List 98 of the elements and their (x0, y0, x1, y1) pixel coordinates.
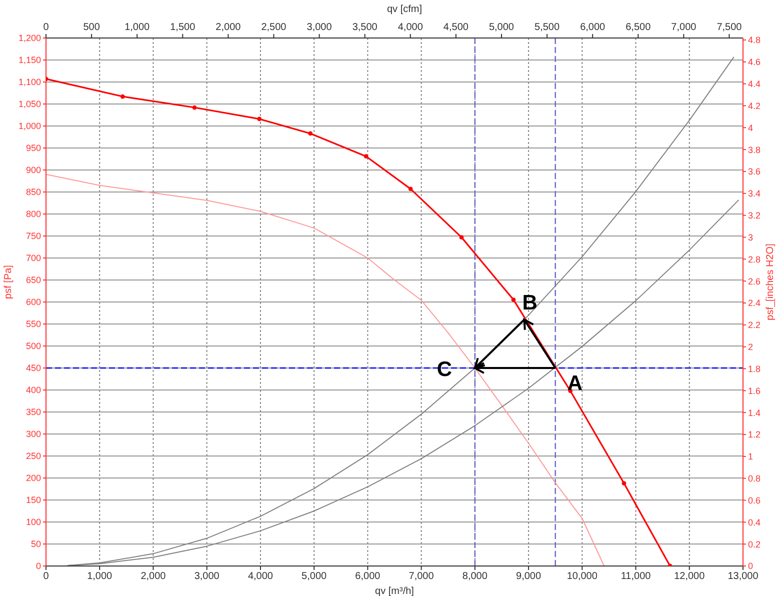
y-tick-label: 0 (36, 561, 41, 572)
y-axis-title: psf [Pa] (3, 264, 14, 299)
y2-tick-label: 3.6 (748, 166, 761, 177)
y2-tick-label: 4.2 (748, 100, 761, 111)
x2-tick-label: 0 (43, 22, 50, 33)
x2-tick-label: 3,000 (306, 22, 332, 33)
x-tick-label: 13,000 (728, 571, 759, 582)
y2-tick-label: 3.2 (748, 210, 761, 221)
x2-tick-label: 1,500 (170, 22, 196, 33)
y2-tick-label: 1.4 (748, 408, 761, 418)
y-tick-label: 1,000 (18, 121, 41, 132)
x-tick-label: 5,000 (302, 571, 328, 582)
y2-tick-label: 3 (748, 232, 754, 242)
x2-tick-label: 1,000 (124, 22, 150, 33)
x2-tick-label: 7,000 (671, 22, 697, 33)
point (120, 94, 125, 99)
y-tick-label: 1,150 (18, 55, 41, 66)
y-tick-label: 800 (26, 209, 41, 220)
x-tick-label: 11,000 (620, 571, 652, 582)
y-tick-label: 200 (26, 473, 41, 484)
x2-tick-label: 4,500 (443, 22, 469, 33)
y2-tick-label: 4 (748, 122, 754, 133)
y-tick-label: 450 (26, 363, 41, 374)
y-tick-label: 300 (26, 429, 41, 440)
point (511, 298, 516, 302)
y2-tick-label: 4.6 (748, 57, 761, 68)
x-tick-label: 10,000 (566, 571, 598, 582)
y2-tick-label: 0 (748, 561, 754, 572)
x2-tick-label: 2,500 (261, 22, 287, 33)
y2-tick-label: 1.6 (748, 386, 761, 396)
y-tick-label: 600 (26, 297, 41, 308)
y2-tick-label: 0.2 (748, 539, 761, 550)
y2-tick-label: 3.8 (748, 144, 761, 155)
y2-tick-label: 0.8 (748, 474, 761, 484)
x-tick-label: 1,000 (87, 571, 113, 582)
x2-axis-title: qv [cfm] (386, 4, 422, 15)
x2-tick-label: 6,500 (626, 22, 652, 33)
y2-tick-label: 1 (748, 452, 754, 462)
x2-tick-label: 4,000 (398, 22, 424, 33)
y2-tick-label: 0.6 (748, 495, 761, 506)
annotation: C (436, 358, 452, 381)
x2-tick-label: 6,000 (580, 22, 606, 33)
y2-tick-label: 1.2 (748, 430, 761, 440)
x-tick-label: 7,000 (408, 571, 434, 582)
y2-tick-label: 2.4 (748, 298, 761, 308)
y-tick-label: 1,200 (18, 33, 41, 44)
y2-tick-label: 3.4 (748, 188, 761, 199)
y2-tick-label: 2.2 (748, 320, 761, 330)
y-tick-label: 850 (26, 187, 41, 198)
y-tick-label: 650 (26, 275, 41, 286)
x-tick-label: 4,000 (248, 571, 274, 582)
point (459, 235, 464, 240)
x-tick-label: 8,000 (462, 571, 488, 582)
point (192, 105, 197, 110)
y-tick-label: 550 (26, 319, 41, 330)
point (408, 186, 413, 192)
x-tick-label: 6,000 (355, 571, 381, 582)
y-tick-label: 1,100 (18, 77, 41, 88)
x2-tick-label: 5,000 (488, 22, 514, 33)
x-axis-title: qv [m³/h] (375, 586, 414, 596)
annotation: B (522, 292, 538, 315)
y-tick-label: 700 (26, 253, 41, 264)
x2-tick-label: 7,500 (716, 22, 742, 33)
y-tick-label: 100 (26, 517, 41, 528)
x-tick-label: 9,000 (516, 571, 542, 582)
x-tick-label: 12,000 (674, 571, 706, 582)
y2-tick-label: 2.6 (748, 276, 761, 286)
y-tick-label: 500 (26, 341, 41, 352)
x2-tick-label: 3,500 (352, 22, 378, 33)
point (364, 154, 368, 159)
y2-tick-label: 0.4 (748, 517, 761, 528)
y-tick-label: 350 (26, 407, 41, 418)
x2-tick-label: 500 (83, 22, 100, 33)
point (622, 481, 626, 486)
x-tick-label: 2,000 (140, 571, 166, 582)
point (257, 116, 262, 122)
x2-tick-label: 2,000 (216, 22, 242, 33)
y2-tick-label: 2.8 (748, 254, 761, 264)
line-series (46, 76, 672, 566)
y-tick-label: 950 (26, 143, 41, 154)
annotation: A (567, 372, 583, 395)
y-tick-label: 1,050 (18, 99, 41, 110)
y-tick-label: 750 (26, 231, 41, 242)
y2-tick-label: 1.8 (748, 364, 761, 374)
y-tick-label: 50 (30, 539, 41, 550)
y-tick-label: 900 (26, 165, 41, 176)
y2-tick-label: 4.8 (748, 35, 761, 46)
y2-tick-label: 4.4 (748, 79, 761, 90)
x-tick-label: 0 (43, 571, 50, 582)
y-tick-label: 250 (26, 451, 41, 462)
y-tick-label: 400 (26, 385, 41, 396)
y-tick-label: 150 (26, 495, 41, 506)
y2-tick-label: 2 (748, 342, 754, 352)
x2-tick-label: 5,500 (534, 22, 560, 33)
x-tick-label: 3,000 (194, 571, 220, 582)
line-series (46, 174, 605, 566)
point (308, 131, 313, 136)
y2-axis-title: psf_[inches H2O] (765, 243, 776, 320)
